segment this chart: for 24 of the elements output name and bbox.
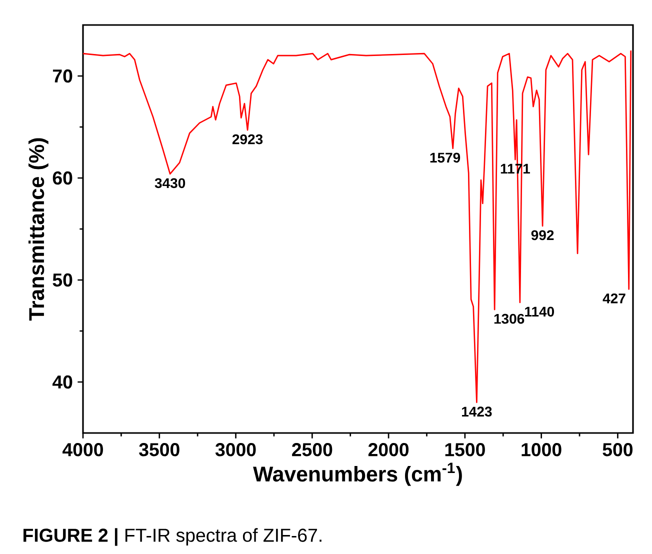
annotation: 2923 xyxy=(232,134,263,144)
x-tick-label: 500 xyxy=(602,443,633,456)
x-tick-label: 1500 xyxy=(445,443,485,456)
line-series xyxy=(82,50,632,404)
y-tick-label: 60 xyxy=(52,171,72,185)
text: FIGURE 2 | FT-IR spectra of ZIF-67. xyxy=(24,528,322,546)
y-tick-label: 50 xyxy=(52,273,72,287)
y-tick-label: 70 xyxy=(52,69,72,83)
x-tick-label: 2500 xyxy=(292,443,332,456)
x-tick-label: 2000 xyxy=(368,443,409,456)
x-axis-title: Wavenumbers (cm$^{-1}$) xyxy=(253,462,462,486)
x-tick-label: 3500 xyxy=(139,443,180,456)
annotation: 1306 xyxy=(494,314,524,324)
y-tick-label: 40 xyxy=(52,375,72,389)
annotation: 3430 xyxy=(154,178,186,188)
annotation: 992 xyxy=(531,230,554,240)
annotation: 1423 xyxy=(462,406,492,417)
annotation: 1579 xyxy=(430,152,460,163)
annotation: 427 xyxy=(602,293,626,304)
annotation: 1140 xyxy=(525,306,554,317)
x-tick-label: 4000 xyxy=(62,443,103,456)
y-axis-title: Transmittance (%) xyxy=(28,138,48,321)
x-tick-label: 3000 xyxy=(215,443,256,456)
x-tick-label: 1000 xyxy=(522,443,562,456)
